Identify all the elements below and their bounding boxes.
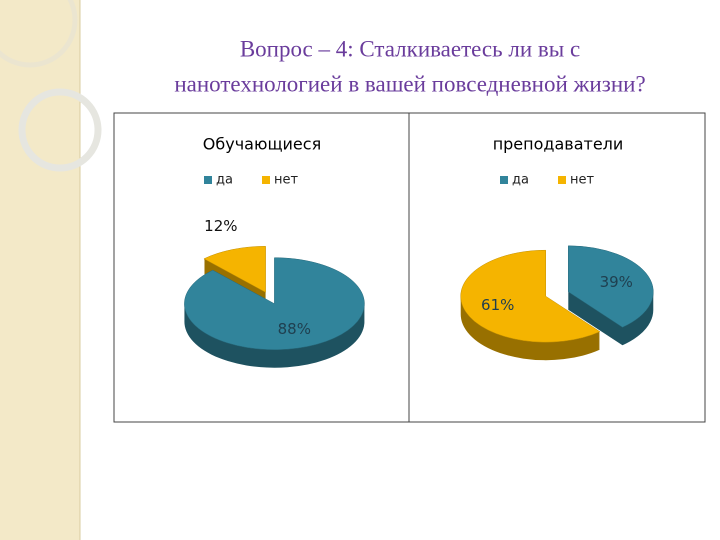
slide-title: Вопрос – 4: Сталкиваетесь ли вы с [240, 36, 580, 61]
legend-swatch [204, 176, 212, 184]
side-strip [0, 0, 80, 540]
legend-swatch [558, 176, 566, 184]
slice [460, 249, 601, 343]
decor-circle [18, 88, 102, 172]
legend-swatch [262, 176, 270, 184]
legend-label: нет [274, 173, 298, 188]
chart-title: Обучающиеся [203, 135, 321, 154]
chart-title: преподаватели [493, 135, 624, 154]
data-label: 88% [278, 320, 311, 338]
slice [184, 257, 365, 350]
data-label: 61% [481, 296, 514, 314]
legend-label: да [216, 173, 233, 188]
slide-title: нанотехнологией в вашей повседневной жиз… [174, 71, 645, 96]
legend-label: да [512, 173, 529, 188]
slice [203, 246, 266, 293]
legend-swatch [500, 176, 508, 184]
slice [568, 245, 654, 328]
data-label: 39% [600, 273, 633, 291]
legend-label: нет [570, 173, 594, 188]
data-label: 12% [204, 217, 237, 235]
decor-circle [0, 0, 78, 68]
